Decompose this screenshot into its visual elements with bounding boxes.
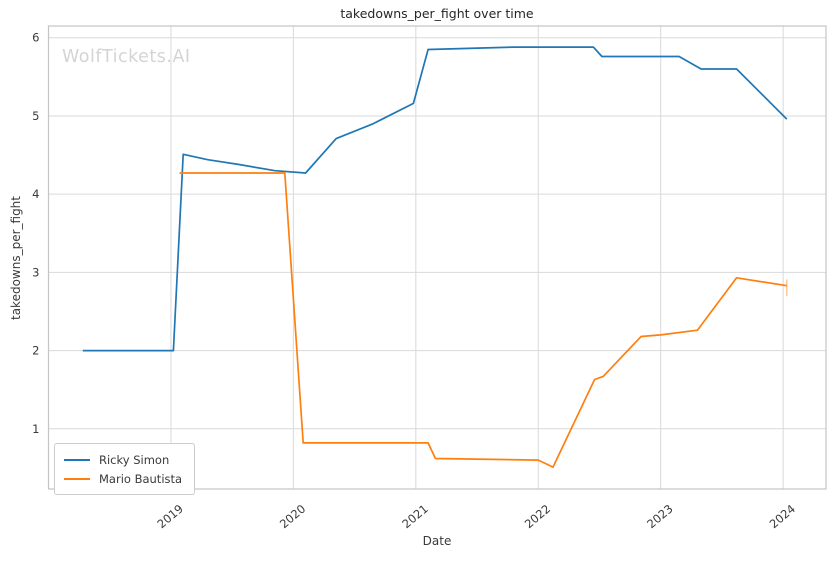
x-tick-label-2024: 2024 (767, 502, 798, 532)
x-tick-label-2023: 2023 (644, 502, 675, 532)
y-tick-label-2: 2 (32, 344, 39, 358)
y-tick-label-3: 3 (32, 265, 39, 279)
chart-title: takedowns_per_fight over time (340, 6, 534, 21)
legend: Ricky Simon Mario Bautista (54, 443, 196, 495)
x-tick-label-2022: 2022 (522, 502, 553, 532)
series-line-mario-bautista (179, 172, 787, 468)
plot-border (47, 25, 827, 490)
y-tick-label-4: 4 (32, 187, 39, 201)
x-tick-label-2019: 2019 (154, 502, 185, 532)
series-line-ricky-simon (82, 46, 788, 352)
legend-label-mario-bautista: Mario Bautista (99, 471, 183, 486)
x-axis-label: Date (422, 534, 452, 548)
legend-item-mario-bautista: Mario Bautista (64, 469, 182, 488)
legend-swatch-ricky-simon (64, 458, 90, 461)
legend-swatch-mario-bautista (64, 477, 90, 480)
legend-label-ricky-simon: Ricky Simon (99, 452, 170, 467)
y-tick-label-6: 6 (32, 31, 39, 45)
x-tick-label-2021: 2021 (399, 502, 430, 532)
watermark: WolfTickets.AI (62, 47, 191, 67)
x-tick-label-2020: 2020 (277, 502, 308, 532)
legend-item-ricky-simon: Ricky Simon (64, 450, 182, 469)
y-tick-label-5: 5 (32, 109, 39, 123)
y-tick-label-1: 1 (32, 422, 39, 436)
